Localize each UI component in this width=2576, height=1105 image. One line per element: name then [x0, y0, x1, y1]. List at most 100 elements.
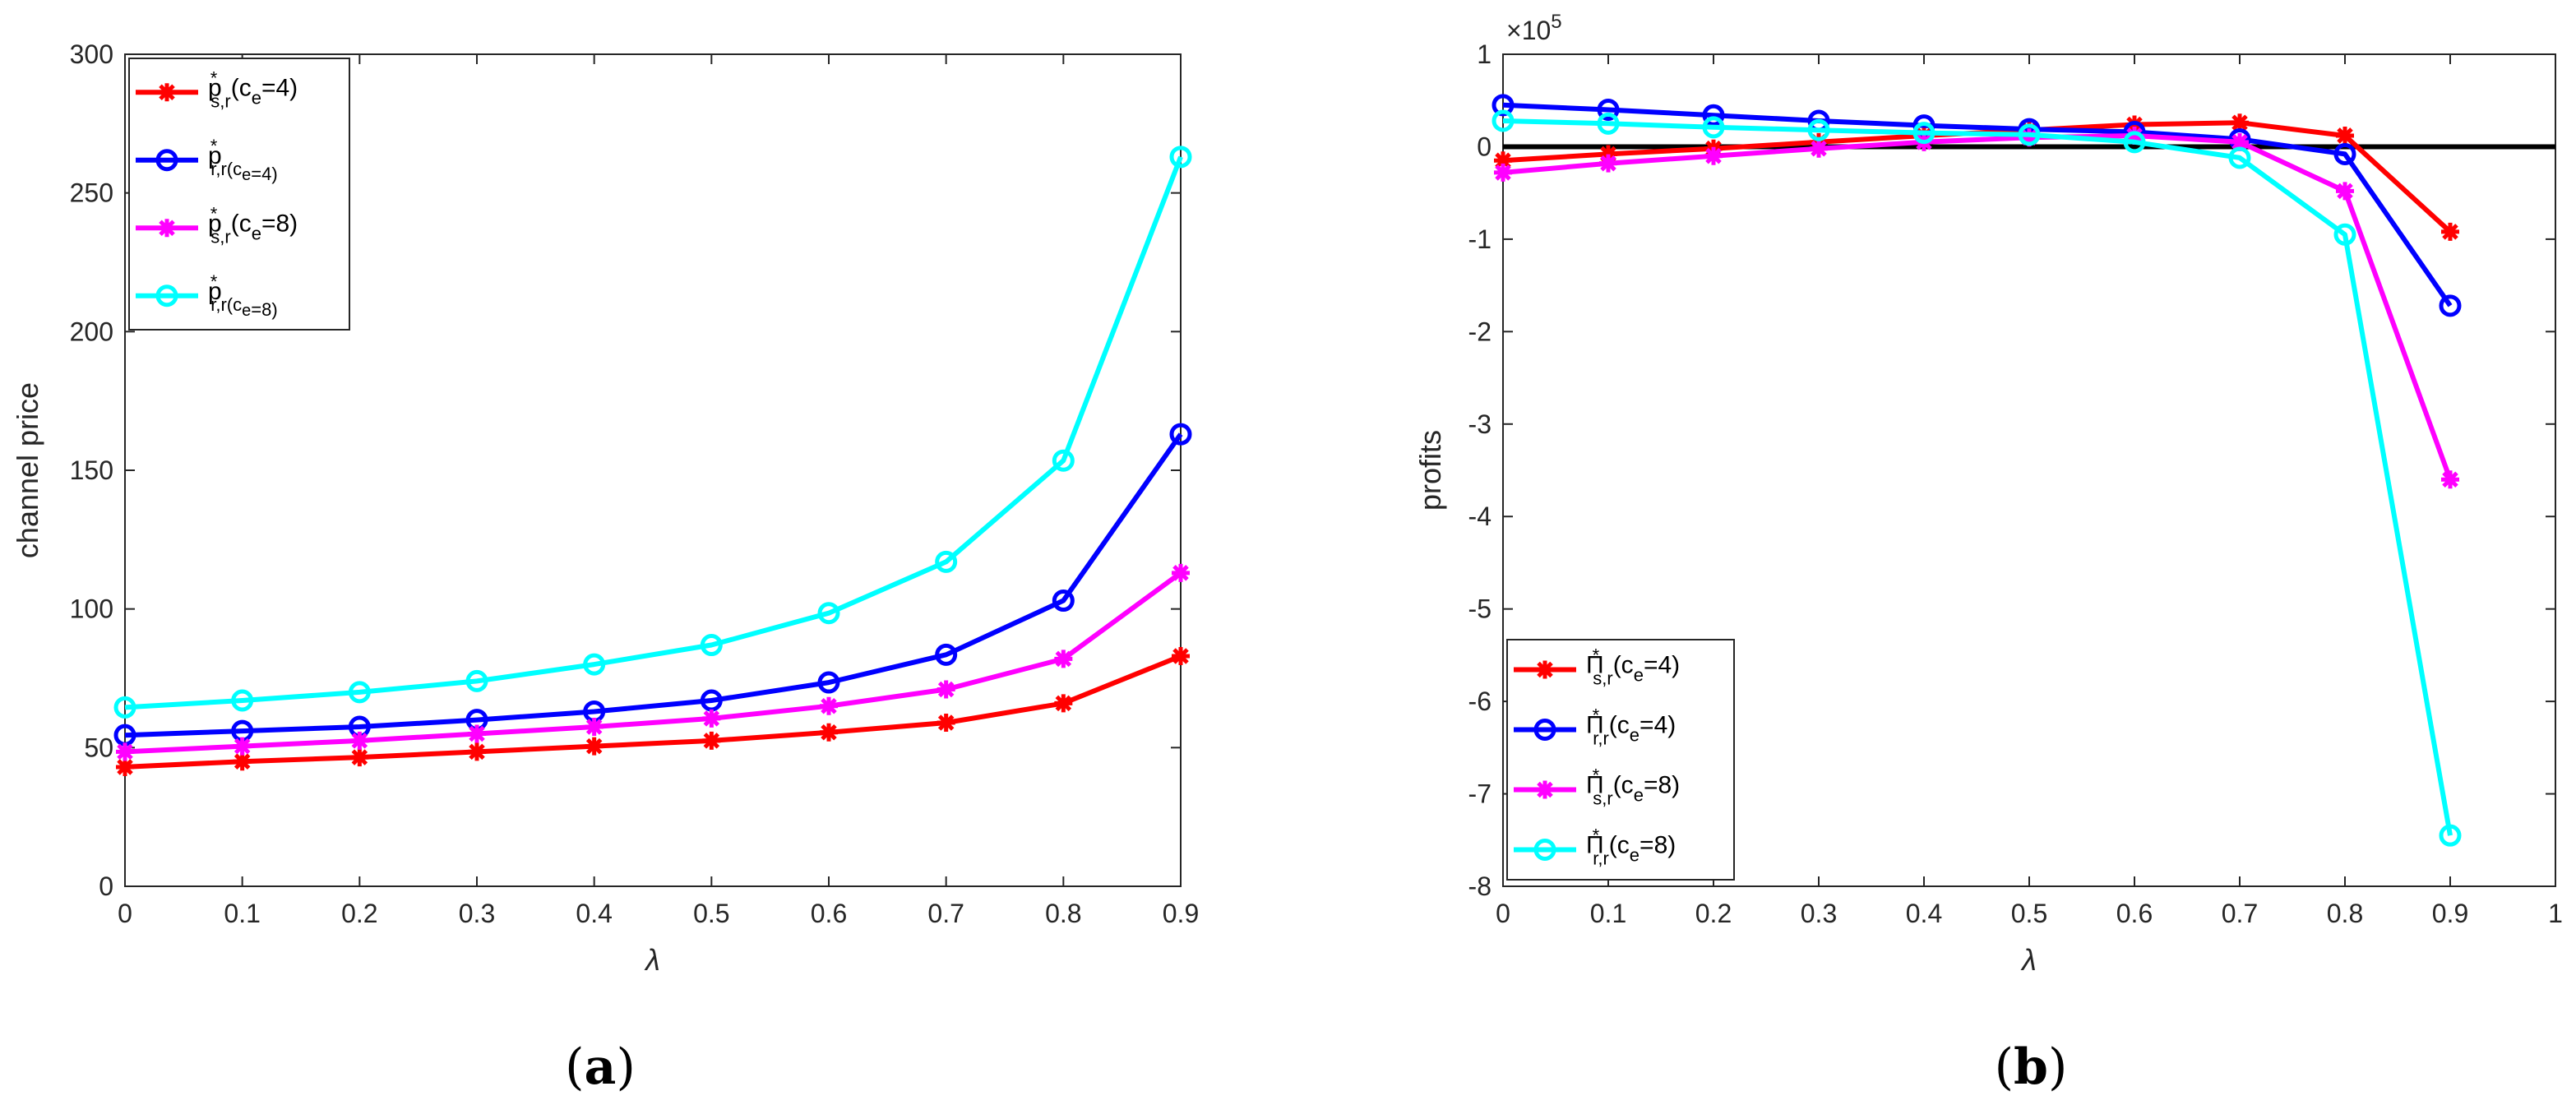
y-tick-label: 0 — [1477, 132, 1491, 161]
data-point — [468, 742, 486, 761]
data-point — [1597, 112, 1620, 135]
x-tick-label: 0.7 — [927, 899, 964, 928]
legend-item: Π* r,r(ce=8) — [1514, 825, 1676, 869]
y-tick-label: 100 — [70, 594, 113, 624]
data-point — [233, 737, 252, 756]
data-point — [585, 737, 604, 756]
data-point — [231, 689, 254, 712]
data-point — [1172, 563, 1190, 582]
data-point — [935, 643, 958, 666]
data-point — [817, 602, 840, 625]
chart-panel-a: 0 0.1 0.2 0.3 0.4 0.5 0.6 0.7 0.8 0.9 0 50 100 150 200… — [11, 39, 1199, 1096]
data-point — [2439, 294, 2462, 317]
data-point — [1169, 423, 1192, 446]
data-point — [820, 723, 838, 742]
x-tick-label: 0.3 — [1801, 899, 1837, 928]
y-tick-label: 150 — [70, 455, 113, 485]
x-tick-label: 0.1 — [1590, 899, 1626, 928]
legend-label: Π* r,r(ce=4) — [1586, 705, 1676, 749]
data-point — [1172, 647, 1190, 666]
data-point — [2333, 142, 2356, 165]
data-point — [2125, 126, 2144, 145]
data-point — [700, 634, 723, 657]
y-tick-label: 250 — [70, 178, 113, 208]
data-point — [350, 748, 369, 767]
data-point — [1597, 98, 1620, 121]
data-point — [1054, 694, 1073, 713]
y-tick-label: -8 — [1468, 872, 1491, 901]
x-tick-label: 0.5 — [693, 899, 729, 928]
legend-item: Π* s,r(ce=8) — [1514, 765, 1680, 809]
x-axis-label: λ — [2020, 943, 2037, 977]
x-tick-label: 0.6 — [811, 899, 847, 928]
data-point — [935, 550, 958, 573]
data-point — [1052, 449, 1075, 472]
axis-multiplier: ×105 — [1506, 11, 1562, 45]
x-tick-label: 0.3 — [459, 899, 495, 928]
legend: p* s,r(ce=4) p* r,r(ce=4) p* s,r(ce=8) p* r,r(c… — [128, 58, 350, 331]
data-point — [2018, 123, 2041, 146]
data-point — [1494, 163, 1512, 182]
data-point — [1807, 118, 1830, 141]
legend-swatch-marker — [158, 83, 176, 102]
data-point — [116, 757, 134, 776]
legend-box — [128, 58, 350, 331]
legend: Π* s,r(ce=4) Π* r,r(ce=4) Π* s,r(ce=8) Π* r,r(c… — [1506, 639, 1735, 881]
legend-label: p* r,r(ce=4) — [208, 136, 278, 184]
subfigure-label: (b) — [1995, 1038, 2068, 1096]
data-point — [2336, 182, 2354, 201]
data-point — [1491, 109, 1515, 132]
data-point — [113, 696, 136, 719]
y-tick-label: -4 — [1468, 502, 1491, 531]
legend-swatch-marker — [1536, 660, 1554, 679]
data-point — [1912, 122, 1935, 145]
legend-item: p* s,r(ce=4) — [136, 67, 298, 111]
legend-swatch-marker — [155, 284, 178, 307]
legend-label: p* s,r(ce=8) — [208, 203, 298, 247]
x-tick-label: 0.2 — [1695, 899, 1732, 928]
data-point — [817, 671, 840, 694]
legend-item: Π* r,r(ce=4) — [1514, 705, 1676, 749]
legend-label: p* s,r(ce=4) — [208, 67, 298, 111]
legend-swatch-marker — [158, 219, 176, 238]
data-point — [2228, 146, 2251, 169]
series-line — [124, 155, 1183, 710]
x-tick-label: 0.6 — [2116, 899, 2153, 928]
data-point — [116, 742, 134, 761]
y-tick-label: -3 — [1468, 409, 1491, 439]
data-point — [820, 696, 838, 715]
x-tick-label: 0.5 — [2011, 899, 2047, 928]
data-point — [937, 680, 955, 699]
data-point — [585, 718, 604, 737]
series-line — [124, 654, 1182, 770]
data-point — [233, 752, 252, 771]
data-point — [2231, 113, 2249, 132]
data-point — [2441, 470, 2459, 489]
x-tick-label: 0.8 — [2327, 899, 2363, 928]
y-tick-label: 0 — [99, 872, 113, 901]
x-tick-label: 0.2 — [341, 899, 377, 928]
x-tick-label: 0 — [118, 899, 132, 928]
y-tick-label: 50 — [84, 733, 113, 762]
series-1 — [116, 647, 1190, 776]
legend-item: p* s,r(ce=8) — [136, 203, 298, 247]
x-tick-label: 0.9 — [2432, 899, 2468, 928]
y-tick-label: -1 — [1468, 224, 1491, 254]
legend-swatch-marker — [155, 149, 178, 172]
data-point — [702, 709, 721, 728]
series-line — [124, 432, 1183, 738]
data-point — [2333, 223, 2356, 246]
data-point — [1169, 146, 1192, 169]
data-point — [348, 681, 371, 704]
legend-item: p* r,r(ce=4) — [136, 136, 278, 184]
data-point — [937, 713, 955, 732]
data-point — [1702, 116, 1725, 139]
data-point — [350, 731, 369, 750]
y-axis-label: profits — [1413, 430, 1447, 511]
legend-label: p* r,r(ce=8) — [208, 271, 278, 320]
x-tick-label: 0.8 — [1045, 899, 1081, 928]
y-tick-label: 300 — [70, 39, 113, 69]
legend-item: p* r,r(ce=8) — [136, 271, 278, 320]
data-point — [2439, 824, 2462, 847]
x-tick-label: 1 — [2548, 899, 2563, 928]
